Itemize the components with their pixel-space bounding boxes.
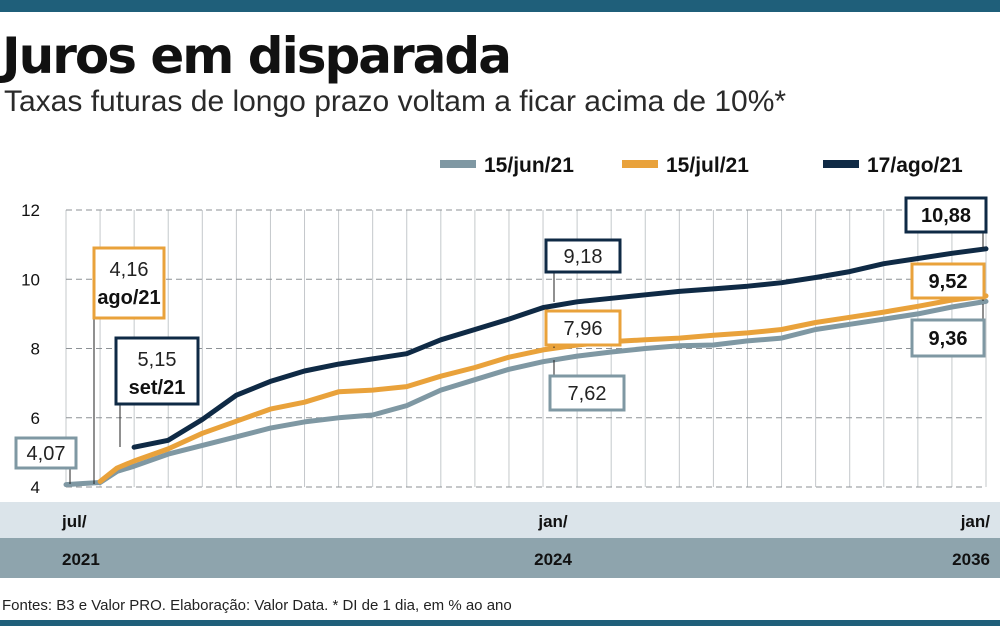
x-axis-year-band [0, 538, 1000, 578]
x-tick-year: 2036 [952, 550, 990, 569]
legend-label: 15/jul/21 [666, 154, 749, 177]
annotation-value: 4,16 [110, 259, 149, 281]
y-tick-label: 4 [31, 478, 40, 497]
x-tick-year: 2021 [62, 550, 100, 569]
legend-label: 15/jun/21 [484, 154, 574, 177]
series-lines [66, 249, 986, 485]
annotation-value: 9,52 [929, 271, 968, 293]
x-tick-month: jul/ [61, 512, 87, 531]
y-tick-label: 10 [21, 270, 40, 289]
annotation-value: 9,36 [929, 328, 968, 350]
x-axis-bands [0, 502, 1000, 578]
x-tick-month: jan/ [537, 512, 568, 531]
series-line-1 [66, 301, 986, 484]
x-tick-year: 2024 [534, 550, 572, 569]
y-tick-label: 12 [21, 201, 40, 220]
chart-legend: 15/jun/21 15/jul/21 17/ago/21 [440, 154, 963, 177]
source-footnote: Fontes: B3 e Valor PRO. Elaboração: Valo… [2, 596, 512, 616]
annotation-8: 9,52 [912, 264, 984, 301]
x-axis-month-band [0, 502, 1000, 538]
y-tick-label: 8 [31, 340, 40, 359]
annotation-date: ago/21 [97, 287, 160, 309]
legend-label: 17/ago/21 [867, 154, 963, 177]
annotation-value: 5,15 [138, 349, 177, 371]
y-tick-label: 6 [31, 409, 40, 428]
x-tick-month: jan/ [960, 512, 991, 531]
annotation-value: 7,96 [564, 318, 603, 340]
bottom-accent-bar [0, 620, 1000, 626]
annotation-1: 4,07 [16, 438, 76, 484]
annotation-4: 9,18 [546, 240, 620, 302]
annotation-value: 4,07 [27, 443, 66, 465]
annotation-6: 7,62 [550, 360, 624, 410]
annotation-value: 10,88 [921, 205, 971, 227]
annotation-value: 9,18 [564, 246, 603, 268]
annotation-value: 7,62 [568, 383, 607, 405]
annotation-5: 7,96 [546, 311, 620, 348]
annotation-date: set/21 [129, 377, 186, 399]
